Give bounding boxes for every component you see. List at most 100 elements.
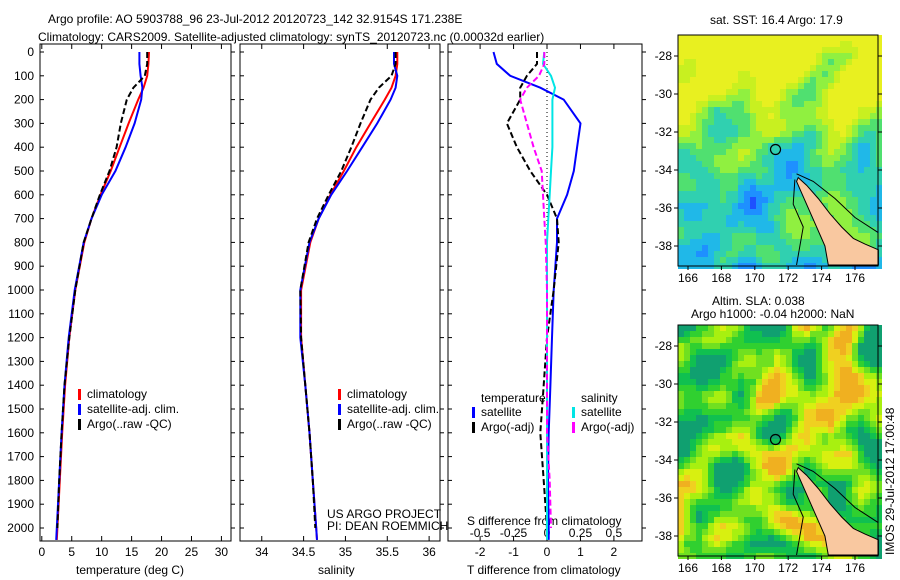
map-cell — [852, 499, 858, 505]
map-cell — [738, 439, 744, 445]
map-cell — [810, 149, 816, 155]
map-cell — [756, 41, 762, 47]
map-cell — [726, 409, 732, 415]
map-cell — [750, 221, 756, 227]
map-cell — [702, 113, 708, 119]
map-cell — [804, 433, 810, 439]
map-cell — [750, 349, 756, 355]
map-cell — [744, 349, 750, 355]
map-cell — [786, 349, 792, 355]
map-cell — [684, 391, 690, 397]
depth-tick-label: 0 — [27, 45, 34, 59]
map-cell — [738, 373, 744, 379]
map-cell — [804, 35, 810, 41]
map-cell — [822, 421, 828, 427]
map-cell — [774, 155, 780, 161]
map-cell — [726, 167, 732, 173]
map-cell — [726, 149, 732, 155]
map-cell — [774, 469, 780, 475]
map-cell — [858, 125, 864, 131]
map-cell — [732, 221, 738, 227]
map-cell — [702, 457, 708, 463]
title-line-1: Argo profile: AO 5903788_96 23-Jul-2012 … — [48, 12, 463, 26]
salinity-xlabel: salinity — [318, 563, 355, 577]
map-cell — [678, 227, 684, 233]
map-cell — [834, 475, 840, 481]
map-cell — [696, 35, 702, 41]
map-cell — [774, 475, 780, 481]
map-cell — [750, 191, 756, 197]
map-cell — [870, 511, 876, 517]
map-cell — [828, 149, 834, 155]
map-cell — [786, 481, 792, 487]
map-cell — [720, 83, 726, 89]
map-cell — [840, 83, 846, 89]
map-cell — [732, 337, 738, 343]
map-cell — [780, 47, 786, 53]
map-cell — [798, 391, 804, 397]
map-cell — [690, 77, 696, 83]
map-cell — [756, 469, 762, 475]
map-cell — [708, 499, 714, 505]
map-cell — [804, 119, 810, 125]
map-cell — [708, 143, 714, 149]
map-cell — [858, 343, 864, 349]
map-cell — [696, 481, 702, 487]
map-cell — [756, 89, 762, 95]
map-cell — [780, 415, 786, 421]
map-cell — [774, 251, 780, 257]
map-cell — [702, 427, 708, 433]
map-cell — [798, 367, 804, 373]
map-cell — [762, 469, 768, 475]
map-cell — [744, 325, 750, 331]
depth-tick-label: 900 — [14, 259, 34, 273]
map-cell — [774, 457, 780, 463]
map-cell — [702, 65, 708, 71]
map-cell — [708, 257, 714, 263]
map-cell — [750, 535, 756, 541]
map-cell — [780, 517, 786, 523]
map-cell — [876, 47, 882, 53]
map-cell — [786, 65, 792, 71]
map-cell — [702, 481, 708, 487]
map-cell — [750, 179, 756, 185]
legend-label: Argo(-adj) — [481, 420, 534, 434]
map-cell — [804, 469, 810, 475]
map-cell — [876, 445, 882, 451]
map-cell — [852, 331, 858, 337]
map-cell — [852, 47, 858, 53]
map-cell — [816, 523, 822, 529]
map-cell — [792, 361, 798, 367]
map-cell — [756, 143, 762, 149]
map-cell — [696, 505, 702, 511]
map-cell — [684, 209, 690, 215]
map-cell — [846, 397, 852, 403]
map-cell — [720, 349, 726, 355]
map-cell — [732, 77, 738, 83]
map-cell — [870, 433, 876, 439]
map-cell — [804, 251, 810, 257]
map-cell — [852, 197, 858, 203]
map-cell — [786, 53, 792, 59]
map-cell — [774, 451, 780, 457]
map-cell — [708, 167, 714, 173]
map-cell — [714, 409, 720, 415]
map-cell — [858, 469, 864, 475]
map-cell — [696, 445, 702, 451]
map-cell — [786, 137, 792, 143]
map-cell — [774, 77, 780, 83]
map-cell — [720, 59, 726, 65]
map-cell — [870, 53, 876, 59]
map-cell — [774, 83, 780, 89]
map-cell — [774, 535, 780, 541]
map-cell — [780, 77, 786, 83]
map-cell — [750, 233, 756, 239]
map-cell — [678, 149, 684, 155]
map-cell — [810, 221, 816, 227]
map-cell — [864, 337, 870, 343]
map-cell — [840, 349, 846, 355]
map-cell — [708, 215, 714, 221]
map-cell — [870, 215, 876, 221]
lat-tick-label: -30 — [655, 377, 673, 391]
map-cell — [858, 53, 864, 59]
